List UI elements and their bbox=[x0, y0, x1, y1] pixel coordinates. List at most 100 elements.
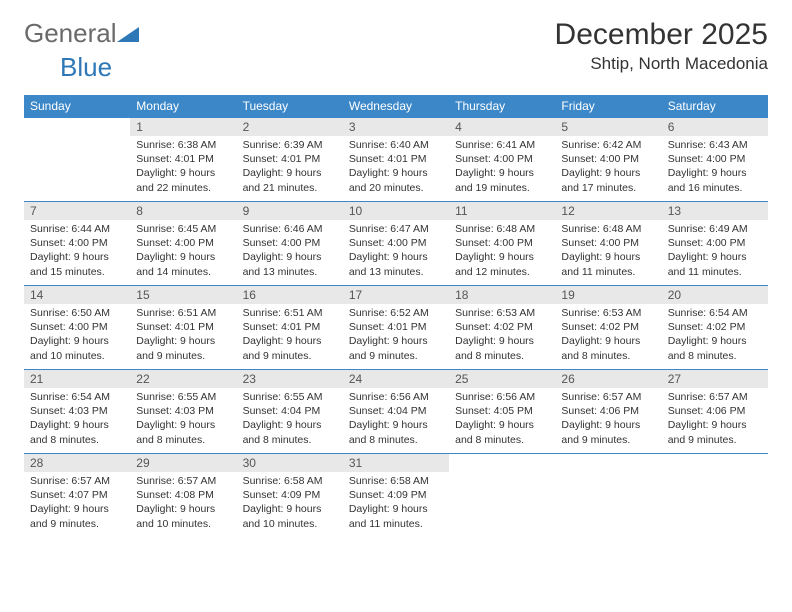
day-body: Sunrise: 6:40 AMSunset: 4:01 PMDaylight:… bbox=[343, 136, 449, 199]
daylight-line: Daylight: 9 hours and 10 minutes. bbox=[243, 502, 337, 530]
day-cell: 23Sunrise: 6:55 AMSunset: 4:04 PMDayligh… bbox=[237, 370, 343, 454]
day-body: Sunrise: 6:55 AMSunset: 4:03 PMDaylight:… bbox=[130, 388, 236, 451]
day-body: Sunrise: 6:43 AMSunset: 4:00 PMDaylight:… bbox=[662, 136, 768, 199]
day-cell: 19Sunrise: 6:53 AMSunset: 4:02 PMDayligh… bbox=[555, 286, 661, 370]
day-number: 23 bbox=[237, 370, 343, 388]
day-number: 2 bbox=[237, 118, 343, 136]
day-cell: 3Sunrise: 6:40 AMSunset: 4:01 PMDaylight… bbox=[343, 118, 449, 202]
day-body: Sunrise: 6:44 AMSunset: 4:00 PMDaylight:… bbox=[24, 220, 130, 283]
day-number: 18 bbox=[449, 286, 555, 304]
day-body: Sunrise: 6:48 AMSunset: 4:00 PMDaylight:… bbox=[555, 220, 661, 283]
sunrise-line: Sunrise: 6:56 AM bbox=[455, 390, 549, 404]
day-body: Sunrise: 6:45 AMSunset: 4:00 PMDaylight:… bbox=[130, 220, 236, 283]
day-body: Sunrise: 6:58 AMSunset: 4:09 PMDaylight:… bbox=[237, 472, 343, 535]
day-body: Sunrise: 6:48 AMSunset: 4:00 PMDaylight:… bbox=[449, 220, 555, 283]
day-body: Sunrise: 6:54 AMSunset: 4:02 PMDaylight:… bbox=[662, 304, 768, 367]
day-number: 11 bbox=[449, 202, 555, 220]
day-cell: 7Sunrise: 6:44 AMSunset: 4:00 PMDaylight… bbox=[24, 202, 130, 286]
day-number: 7 bbox=[24, 202, 130, 220]
day-body: Sunrise: 6:42 AMSunset: 4:00 PMDaylight:… bbox=[555, 136, 661, 199]
day-body: Sunrise: 6:52 AMSunset: 4:01 PMDaylight:… bbox=[343, 304, 449, 367]
daylight-line: Daylight: 9 hours and 16 minutes. bbox=[668, 166, 762, 194]
daylight-line: Daylight: 9 hours and 22 minutes. bbox=[136, 166, 230, 194]
weekday-heading: Tuesday bbox=[237, 95, 343, 118]
sunset-line: Sunset: 4:02 PM bbox=[668, 320, 762, 334]
sunrise-line: Sunrise: 6:45 AM bbox=[136, 222, 230, 236]
sunset-line: Sunset: 4:08 PM bbox=[136, 488, 230, 502]
day-cell: 15Sunrise: 6:51 AMSunset: 4:01 PMDayligh… bbox=[130, 286, 236, 370]
day-cell: 21Sunrise: 6:54 AMSunset: 4:03 PMDayligh… bbox=[24, 370, 130, 454]
day-cell: 9Sunrise: 6:46 AMSunset: 4:00 PMDaylight… bbox=[237, 202, 343, 286]
day-body: Sunrise: 6:53 AMSunset: 4:02 PMDaylight:… bbox=[449, 304, 555, 367]
week-row: 7Sunrise: 6:44 AMSunset: 4:00 PMDaylight… bbox=[24, 202, 768, 286]
day-body: Sunrise: 6:57 AMSunset: 4:08 PMDaylight:… bbox=[130, 472, 236, 535]
day-number: 19 bbox=[555, 286, 661, 304]
weekday-header-row: Sunday Monday Tuesday Wednesday Thursday… bbox=[24, 95, 768, 118]
day-body: Sunrise: 6:58 AMSunset: 4:09 PMDaylight:… bbox=[343, 472, 449, 535]
day-cell: 10Sunrise: 6:47 AMSunset: 4:00 PMDayligh… bbox=[343, 202, 449, 286]
day-cell: 17Sunrise: 6:52 AMSunset: 4:01 PMDayligh… bbox=[343, 286, 449, 370]
day-body: Sunrise: 6:53 AMSunset: 4:02 PMDaylight:… bbox=[555, 304, 661, 367]
day-number: 20 bbox=[662, 286, 768, 304]
sunset-line: Sunset: 4:01 PM bbox=[243, 152, 337, 166]
sunrise-line: Sunrise: 6:55 AM bbox=[243, 390, 337, 404]
day-number: 15 bbox=[130, 286, 236, 304]
day-cell: 16Sunrise: 6:51 AMSunset: 4:01 PMDayligh… bbox=[237, 286, 343, 370]
day-body: Sunrise: 6:41 AMSunset: 4:00 PMDaylight:… bbox=[449, 136, 555, 199]
sunrise-line: Sunrise: 6:57 AM bbox=[668, 390, 762, 404]
day-number: 24 bbox=[343, 370, 449, 388]
daylight-line: Daylight: 9 hours and 19 minutes. bbox=[455, 166, 549, 194]
sunset-line: Sunset: 4:09 PM bbox=[243, 488, 337, 502]
sunset-line: Sunset: 4:00 PM bbox=[243, 236, 337, 250]
day-number: 30 bbox=[237, 454, 343, 472]
sunrise-line: Sunrise: 6:48 AM bbox=[455, 222, 549, 236]
sunset-line: Sunset: 4:01 PM bbox=[349, 152, 443, 166]
sunrise-line: Sunrise: 6:55 AM bbox=[136, 390, 230, 404]
daylight-line: Daylight: 9 hours and 20 minutes. bbox=[349, 166, 443, 194]
day-number: 4 bbox=[449, 118, 555, 136]
sunset-line: Sunset: 4:00 PM bbox=[668, 236, 762, 250]
sunrise-line: Sunrise: 6:53 AM bbox=[561, 306, 655, 320]
day-body: Sunrise: 6:38 AMSunset: 4:01 PMDaylight:… bbox=[130, 136, 236, 199]
day-number: 28 bbox=[24, 454, 130, 472]
day-cell: 25Sunrise: 6:56 AMSunset: 4:05 PMDayligh… bbox=[449, 370, 555, 454]
day-cell: 29Sunrise: 6:57 AMSunset: 4:08 PMDayligh… bbox=[130, 454, 236, 538]
day-cell: 27Sunrise: 6:57 AMSunset: 4:06 PMDayligh… bbox=[662, 370, 768, 454]
daylight-line: Daylight: 9 hours and 8 minutes. bbox=[668, 334, 762, 362]
day-cell: 31Sunrise: 6:58 AMSunset: 4:09 PMDayligh… bbox=[343, 454, 449, 538]
day-body: Sunrise: 6:56 AMSunset: 4:05 PMDaylight:… bbox=[449, 388, 555, 451]
sunset-line: Sunset: 4:01 PM bbox=[349, 320, 443, 334]
sunset-line: Sunset: 4:00 PM bbox=[561, 152, 655, 166]
daylight-line: Daylight: 9 hours and 9 minutes. bbox=[243, 334, 337, 362]
sunset-line: Sunset: 4:06 PM bbox=[561, 404, 655, 418]
logo-triangle-icon bbox=[117, 18, 139, 49]
daylight-line: Daylight: 9 hours and 15 minutes. bbox=[30, 250, 124, 278]
sunrise-line: Sunrise: 6:46 AM bbox=[243, 222, 337, 236]
day-number: 5 bbox=[555, 118, 661, 136]
daylight-line: Daylight: 9 hours and 13 minutes. bbox=[349, 250, 443, 278]
sunset-line: Sunset: 4:01 PM bbox=[136, 320, 230, 334]
daylight-line: Daylight: 9 hours and 12 minutes. bbox=[455, 250, 549, 278]
day-number: 21 bbox=[24, 370, 130, 388]
day-number: 26 bbox=[555, 370, 661, 388]
daylight-line: Daylight: 9 hours and 9 minutes. bbox=[136, 334, 230, 362]
sunrise-line: Sunrise: 6:58 AM bbox=[243, 474, 337, 488]
title-block: December 2025 Shtip, North Macedonia bbox=[555, 18, 768, 74]
day-number: 16 bbox=[237, 286, 343, 304]
weekday-heading: Saturday bbox=[662, 95, 768, 118]
day-number: 27 bbox=[662, 370, 768, 388]
day-cell: 11Sunrise: 6:48 AMSunset: 4:00 PMDayligh… bbox=[449, 202, 555, 286]
day-body: Sunrise: 6:39 AMSunset: 4:01 PMDaylight:… bbox=[237, 136, 343, 199]
sunrise-line: Sunrise: 6:56 AM bbox=[349, 390, 443, 404]
sunrise-line: Sunrise: 6:54 AM bbox=[30, 390, 124, 404]
daylight-line: Daylight: 9 hours and 14 minutes. bbox=[136, 250, 230, 278]
sunset-line: Sunset: 4:00 PM bbox=[455, 236, 549, 250]
sunset-line: Sunset: 4:04 PM bbox=[349, 404, 443, 418]
sunset-line: Sunset: 4:00 PM bbox=[455, 152, 549, 166]
sunset-line: Sunset: 4:00 PM bbox=[136, 236, 230, 250]
day-body: Sunrise: 6:57 AMSunset: 4:06 PMDaylight:… bbox=[662, 388, 768, 451]
sunrise-line: Sunrise: 6:57 AM bbox=[561, 390, 655, 404]
day-cell: 26Sunrise: 6:57 AMSunset: 4:06 PMDayligh… bbox=[555, 370, 661, 454]
sunrise-line: Sunrise: 6:49 AM bbox=[668, 222, 762, 236]
sunset-line: Sunset: 4:02 PM bbox=[561, 320, 655, 334]
